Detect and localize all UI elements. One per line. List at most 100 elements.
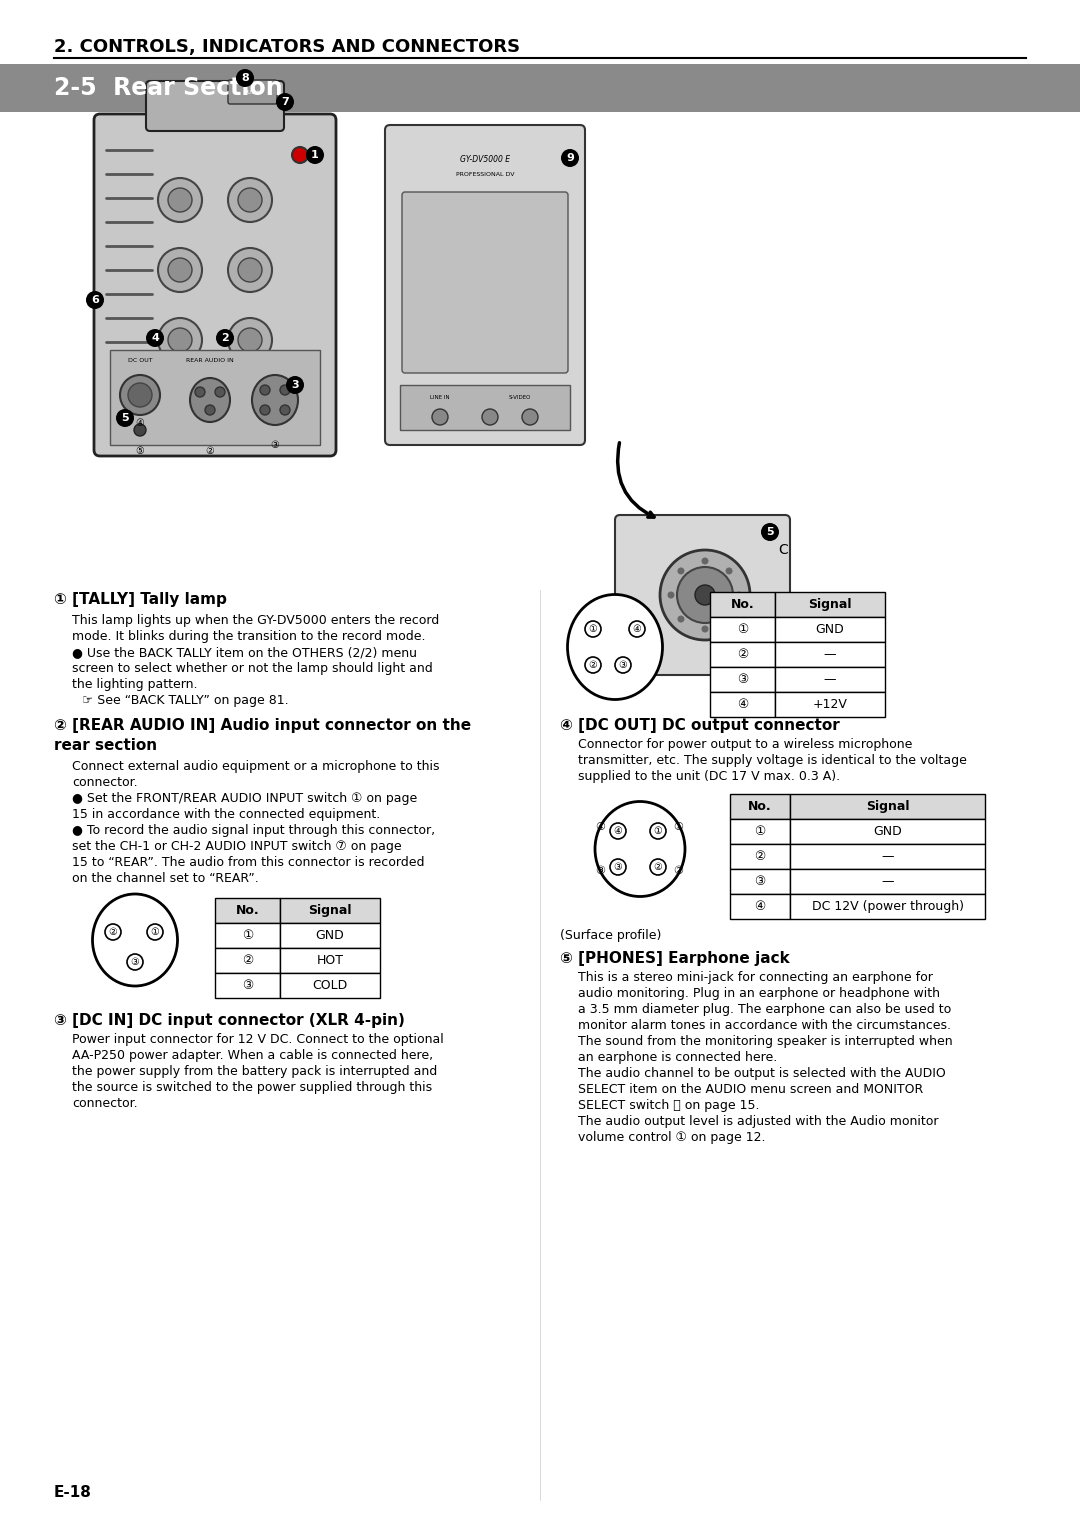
Circle shape — [215, 387, 225, 397]
Circle shape — [238, 188, 262, 212]
Text: This lamp lights up when the GY-DV5000 enters the record: This lamp lights up when the GY-DV5000 e… — [72, 614, 440, 626]
Text: No.: No. — [235, 905, 259, 917]
Text: audio monitoring. Plug in an earphone or headphone with: audio monitoring. Plug in an earphone or… — [578, 987, 940, 999]
FancyBboxPatch shape — [94, 115, 336, 455]
Bar — [789, 869, 985, 894]
Text: connector.: connector. — [72, 1097, 137, 1109]
Text: ③: ③ — [754, 876, 766, 888]
Circle shape — [116, 410, 134, 426]
Text: Connect external audio equipment or a microphone to this: Connect external audio equipment or a mi… — [72, 759, 440, 773]
Text: 9: 9 — [566, 153, 573, 163]
Text: ③: ③ — [595, 866, 605, 876]
Bar — [710, 642, 775, 668]
Text: ⑤: ⑤ — [136, 446, 145, 455]
Bar — [110, 350, 320, 445]
Circle shape — [726, 616, 732, 622]
Bar — [215, 923, 280, 947]
Text: the source is switched to the power supplied through this: the source is switched to the power supp… — [72, 1080, 432, 1094]
Text: ②: ② — [109, 927, 118, 937]
Text: 2. CONTROLS, INDICATORS AND CONNECTORS: 2. CONTROLS, INDICATORS AND CONNECTORS — [54, 38, 521, 57]
Text: ②: ② — [205, 446, 214, 455]
Circle shape — [147, 924, 163, 940]
Text: 7: 7 — [281, 96, 288, 107]
Circle shape — [120, 374, 160, 416]
Text: GND: GND — [815, 623, 845, 636]
Circle shape — [702, 558, 708, 564]
Text: ④ [DC OUT] DC output connector: ④ [DC OUT] DC output connector — [561, 718, 840, 733]
Bar — [730, 819, 789, 843]
Text: No.: No. — [748, 801, 772, 813]
Text: transmitter, etc. The supply voltage is identical to the voltage: transmitter, etc. The supply voltage is … — [578, 753, 967, 767]
Circle shape — [561, 150, 579, 167]
Bar — [0, 64, 1080, 112]
Circle shape — [677, 567, 733, 623]
Bar — [710, 692, 775, 717]
Text: ⑤ [PHONES] Earphone jack: ⑤ [PHONES] Earphone jack — [561, 950, 789, 966]
Text: ④: ④ — [136, 419, 145, 428]
Circle shape — [205, 405, 215, 416]
Text: ☞ See “BACK TALLY” on page 81.: ☞ See “BACK TALLY” on page 81. — [82, 694, 288, 707]
Text: ①: ① — [653, 827, 662, 836]
Circle shape — [238, 329, 262, 351]
Circle shape — [146, 329, 164, 347]
Text: GND: GND — [873, 825, 902, 837]
Text: C: C — [778, 542, 787, 558]
Text: an earphone is connected here.: an earphone is connected here. — [578, 1051, 778, 1063]
Text: ③: ③ — [131, 957, 139, 967]
Text: The audio output level is adjusted with the Audio monitor: The audio output level is adjusted with … — [578, 1115, 939, 1128]
Text: 2: 2 — [221, 333, 229, 342]
Circle shape — [238, 258, 262, 283]
Text: 4: 4 — [151, 333, 159, 342]
Circle shape — [228, 248, 272, 292]
Text: ③: ③ — [271, 440, 280, 451]
Text: ②: ② — [737, 648, 748, 662]
Circle shape — [735, 591, 743, 599]
Text: set the CH-1 or CH-2 AUDIO INPUT switch ⑦ on page: set the CH-1 or CH-2 AUDIO INPUT switch … — [72, 840, 402, 853]
Text: S-VIDEO: S-VIDEO — [509, 396, 531, 400]
Text: connector.: connector. — [72, 776, 137, 788]
Bar — [280, 923, 380, 947]
Bar — [710, 591, 775, 617]
Bar — [789, 819, 985, 843]
Circle shape — [585, 657, 600, 672]
Circle shape — [228, 177, 272, 222]
Text: Power input connector for 12 V DC. Connect to the optional: Power input connector for 12 V DC. Conne… — [72, 1033, 444, 1047]
Circle shape — [761, 523, 779, 541]
Text: ①: ① — [673, 822, 683, 833]
Text: Signal: Signal — [866, 801, 909, 813]
Bar — [730, 843, 789, 869]
Circle shape — [86, 290, 104, 309]
Text: 5: 5 — [121, 413, 129, 423]
Circle shape — [168, 329, 192, 351]
Ellipse shape — [567, 594, 662, 700]
Text: —: — — [881, 850, 894, 863]
Circle shape — [585, 620, 600, 637]
Bar — [789, 894, 985, 918]
Circle shape — [482, 410, 498, 425]
Text: ④: ④ — [613, 827, 622, 836]
Circle shape — [216, 329, 234, 347]
Bar — [710, 617, 775, 642]
Text: Signal: Signal — [308, 905, 352, 917]
Bar — [775, 642, 885, 668]
Bar — [215, 973, 280, 998]
Text: ① [TALLY] Tally lamp: ① [TALLY] Tally lamp — [54, 591, 227, 607]
Circle shape — [127, 953, 143, 970]
Circle shape — [129, 384, 152, 406]
Text: SELECT switch ⑬ on page 15.: SELECT switch ⑬ on page 15. — [578, 1099, 759, 1112]
Text: ● To record the audio signal input through this connector,: ● To record the audio signal input throu… — [72, 824, 435, 837]
Text: Connector for power output to a wireless microphone: Connector for power output to a wireless… — [578, 738, 913, 750]
Text: 15 to “REAR”. The audio from this connector is recorded: 15 to “REAR”. The audio from this connec… — [72, 856, 424, 869]
Bar — [215, 898, 280, 923]
Circle shape — [105, 924, 121, 940]
Text: rear section: rear section — [54, 738, 157, 753]
Bar — [775, 668, 885, 692]
Text: ③: ③ — [737, 672, 748, 686]
Text: GY-DV5000 E: GY-DV5000 E — [460, 156, 510, 165]
Circle shape — [702, 625, 708, 633]
Bar — [789, 795, 985, 819]
Text: The sound from the monitoring speaker is interrupted when: The sound from the monitoring speaker is… — [578, 1034, 953, 1048]
Circle shape — [134, 423, 146, 435]
FancyBboxPatch shape — [402, 193, 568, 373]
Text: ②: ② — [589, 660, 597, 669]
